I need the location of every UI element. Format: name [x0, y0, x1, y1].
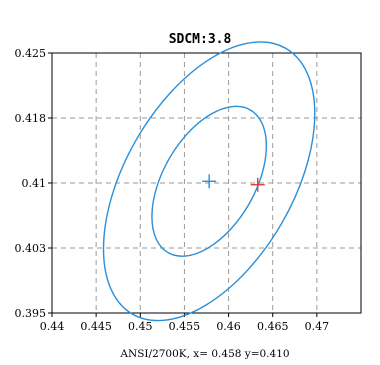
data-layer — [102, 41, 316, 322]
x-tick-label: 0.445 — [80, 320, 112, 333]
y-tick-label: 0.425 — [15, 47, 47, 60]
y-tick-label: 0.41 — [22, 177, 47, 190]
y-tick-label: 0.395 — [15, 307, 47, 320]
x-tick-label: 0.465 — [257, 320, 289, 333]
y-tick-label: 0.418 — [15, 112, 47, 125]
grid-lines — [52, 53, 361, 313]
x-tick-label: 0.45 — [128, 320, 153, 333]
x-tick-label: 0.455 — [169, 320, 201, 333]
center-marker — [202, 174, 217, 189]
x-tick-label: 0.46 — [216, 320, 241, 333]
outer-ellipse — [102, 41, 316, 322]
chart-title: SDCM:3.8 — [169, 32, 232, 47]
y-tick-label: 0.403 — [15, 242, 47, 255]
test-point-marker — [250, 177, 265, 192]
y-tick-labels: 0.395 0.403 0.41 0.418 0.425 — [15, 47, 52, 320]
x-tick-label: 0.44 — [40, 320, 65, 333]
x-axis-label: ANSI/2700K, x= 0.458 y=0.410 — [119, 348, 289, 360]
x-tick-label: 0.47 — [305, 320, 330, 333]
x-tick-labels: 0.44 0.445 0.45 0.455 0.46 0.465 0.47 — [40, 313, 329, 333]
inner-ellipse — [151, 105, 268, 257]
